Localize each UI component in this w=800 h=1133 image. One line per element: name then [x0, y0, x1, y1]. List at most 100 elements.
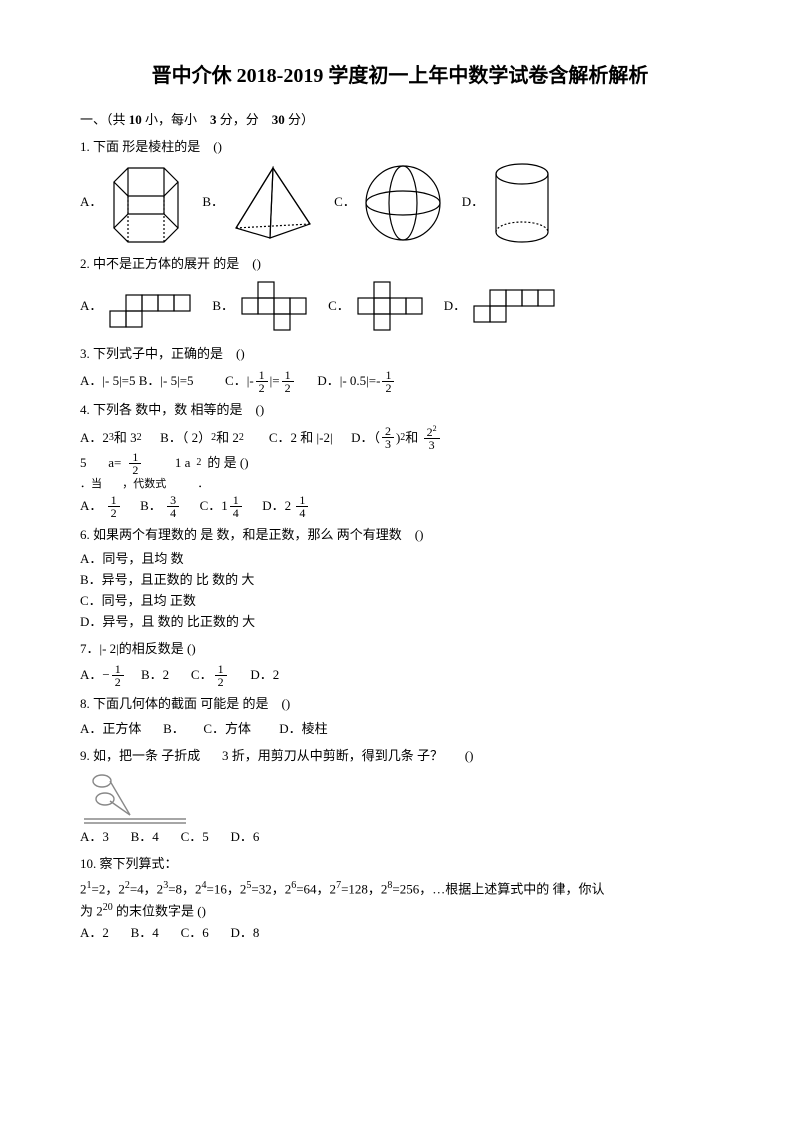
q6-stem: 6. 如果两个有理数的 是 数，和是正数，那么 两个有理数	[80, 527, 402, 542]
q7-c: C．12	[191, 663, 229, 688]
q4-options: A．23 和 32 B．（ 2）2 和 22 C．2 和 |-2| D．（ 23…	[80, 425, 720, 451]
section-header: 一、（共 10 小，每小 3 分，分 30 分）	[80, 110, 720, 131]
q1-options: A． B． C．	[80, 162, 720, 244]
q7-b: B．2	[141, 665, 169, 686]
q6-c: C．同号，且均 正数	[80, 591, 720, 612]
q9-stem: 9. 如，把一条 子折成	[80, 746, 200, 767]
q3-a: A．|- 5|=5 B．|- 5|=5	[80, 371, 194, 392]
q1-paren: ()	[213, 139, 222, 154]
q1-text: 1. 下面 形是棱柱的是 ()	[80, 137, 720, 158]
q5-sub: ．当	[80, 476, 102, 494]
q10-options: A．2 B．4 C．6 D．8	[80, 923, 720, 944]
q3-options: A．|- 5|=5 B．|- 5|=5 C．|- 12|= 12 D．|- 0.…	[80, 369, 720, 394]
q10-body: 21=2，22=4，23=8，24=16，25=32，26=64，27=128，…	[80, 878, 720, 900]
q1-opt-c: C．	[334, 162, 444, 244]
q4-paren: ()	[256, 402, 265, 417]
q5-p4: 的 是 ()	[207, 453, 248, 474]
frac-1-2-7c: 12	[215, 663, 227, 688]
q3-paren: ()	[236, 346, 245, 361]
q3-c: C．|- 12|= 12	[225, 369, 296, 394]
q6-text: 6. 如果两个有理数的 是 数，和是正数，那么 两个有理数 ()	[80, 525, 720, 546]
frac-half-3: 12	[382, 369, 394, 394]
net-d-icon	[472, 286, 572, 326]
q9-text: 9. 如，把一条 子折成 3 折，用剪刀从中剪断，得到几条 子？ ()	[80, 746, 720, 767]
q2-opt-a: A．	[80, 281, 194, 331]
q2-opt-c: C．	[328, 278, 426, 334]
q4-d1: D．（	[351, 428, 380, 449]
q4-text: 4. 下列各 数中，数 相等的是 ()	[80, 400, 720, 421]
q2-paren: ()	[252, 256, 261, 271]
q5-d-l: D．2	[262, 496, 291, 517]
q4-c: C．2 和 |-2|	[269, 428, 333, 449]
q5-c-l: C．1	[200, 496, 228, 517]
scissors-icon	[80, 771, 190, 827]
q5-d: D．2 14	[262, 494, 310, 519]
q10-a: A．2	[80, 923, 109, 944]
frac-2-3-a: 23	[382, 425, 394, 450]
q2-options: A． B． C． D．	[80, 278, 720, 334]
q4-a2: 和 3	[114, 428, 137, 449]
q2-text: 2. 中不是正方体的展开 的是 ()	[80, 254, 720, 275]
sphere-icon	[362, 162, 444, 244]
q8-d: D．棱柱	[279, 719, 327, 740]
q10-body2: 为 220 的末位数字是 ()	[80, 900, 720, 922]
q9-options: A．3 B．4 C．5 D．6	[80, 827, 720, 848]
q7-a-l: A．	[80, 665, 102, 686]
q5-b: B． 34	[140, 494, 181, 519]
q4-a1: A．2	[80, 428, 109, 449]
sh-prefix: 一、（共	[80, 112, 126, 127]
q2-stem: 2. 中不是正方体的展开 的是	[80, 256, 239, 271]
q4-d: D．（ 23)2 和 223	[351, 425, 442, 451]
q10-c: C．6	[181, 923, 209, 944]
frac-1-4-b: 14	[296, 494, 308, 519]
cylinder-icon	[490, 162, 554, 244]
q1-c-label: C．	[334, 192, 356, 213]
q2-a-label: A．	[80, 296, 102, 317]
frac-half-1: 12	[256, 369, 268, 394]
q5-sub3: ．	[198, 476, 209, 494]
q2-opt-d: D．	[444, 286, 572, 326]
q5-p2: a=	[108, 453, 121, 474]
q1-stem: 1. 下面 形是棱柱的是	[80, 139, 200, 154]
q3-text: 3. 下列式子中，正确的是 ()	[80, 344, 720, 365]
q9-b: B．4	[131, 827, 159, 848]
q9-a: A．3	[80, 827, 109, 848]
sh-count: 10	[129, 112, 142, 127]
q8-b: B．	[163, 719, 185, 740]
q5-sub2: ，代数式	[122, 476, 166, 494]
frac-1-2-7a: 12	[112, 663, 124, 688]
q4-a: A．23 和 32	[80, 428, 142, 449]
frac-1-4-a: 14	[230, 494, 242, 519]
net-a-icon	[108, 281, 194, 331]
q10-d: D．8	[230, 923, 259, 944]
q6-paren: ()	[415, 527, 424, 542]
q8-paren: ()	[282, 696, 291, 711]
sh-total-suf: 分）	[288, 112, 314, 127]
q9-paren: ()	[465, 746, 474, 767]
pyramid-icon	[230, 164, 316, 242]
q3-c-pre: C．|-	[225, 371, 254, 392]
q10-b: B．4	[131, 923, 159, 944]
q1-opt-b: B．	[202, 164, 316, 242]
q4-d2: 和	[405, 428, 418, 449]
sh-each: 3	[210, 112, 217, 127]
q5-a: A． 12	[80, 494, 122, 519]
q3-d: D．|- 0.5|=- 12	[317, 369, 396, 394]
frac-half-5: 12	[129, 451, 141, 476]
q6-b: B．异号，且正数的 比 数的 大	[80, 570, 720, 591]
hexagonal-prism-icon	[108, 162, 184, 244]
q5-options: A． 12 B． 34 C．114 D．2 14	[80, 494, 720, 519]
q4-b1: B．（ 2）	[160, 428, 211, 449]
q1-opt-a: A．	[80, 162, 184, 244]
q5-p1: 5	[80, 453, 87, 474]
q6-a: A．同号，且均 数	[80, 549, 720, 570]
q9-c: C．5	[181, 827, 209, 848]
q1-opt-d: D．	[462, 162, 554, 244]
frac-2sq-3: 223	[424, 425, 440, 451]
q8-a: A．正方体	[80, 719, 141, 740]
q1-d-label: D．	[462, 192, 484, 213]
q4-b2: 和 2	[216, 428, 239, 449]
net-b-icon	[240, 278, 310, 334]
q5-p3: 1 a	[175, 453, 191, 474]
q3-d-pre: D．|- 0.5|=-	[317, 371, 380, 392]
